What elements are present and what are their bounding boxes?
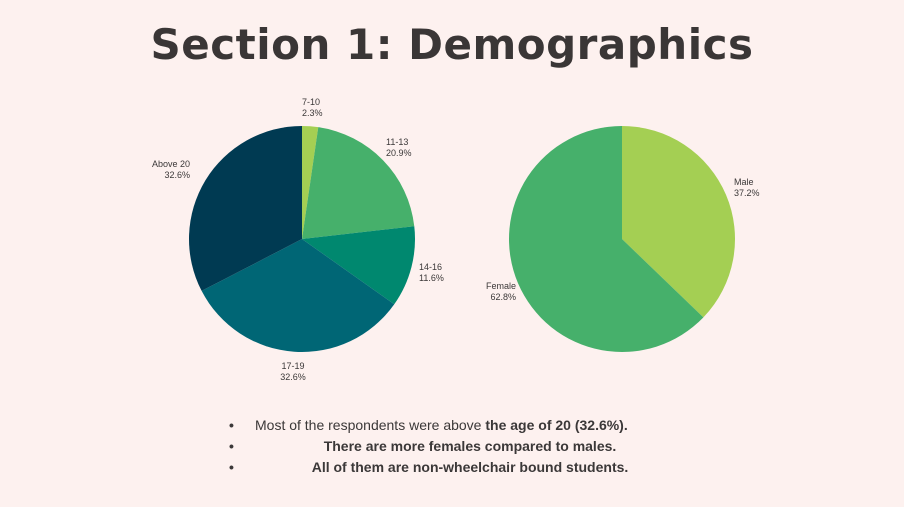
bullet-dot: • xyxy=(229,459,234,475)
summary-bullets: • Most of the respondents were above the… xyxy=(225,415,695,478)
pie-slice-17-19 xyxy=(201,239,395,352)
pie-slice-14-16 xyxy=(302,226,415,305)
pie-slice-female xyxy=(508,126,704,352)
bullet-text: Most of the respondents were above the a… xyxy=(255,417,628,433)
slice-value-label: 32.6% xyxy=(280,372,306,382)
charts-area: 7-102.3%11-1320.9%14-1611.6%17-1932.6%Ab… xyxy=(152,97,760,382)
slice-label: 17-19 xyxy=(281,361,304,371)
pie-slice-11-13 xyxy=(302,127,415,239)
slice-value-label: 20.9% xyxy=(386,148,412,158)
slice-label: Female xyxy=(486,281,516,291)
bullet-text: There are more females compared to males… xyxy=(323,438,617,454)
bullet-dot: • xyxy=(229,438,234,454)
slice-label: Above 20 xyxy=(152,159,190,169)
bullet-dot: • xyxy=(229,417,234,433)
slice-label: Male xyxy=(734,177,754,187)
slice-label: 11-13 xyxy=(386,137,408,147)
bullet-wheelchair: • All of them are non-wheelchair bound s… xyxy=(225,457,695,478)
slice-label: 7-10 xyxy=(302,97,320,107)
slide-title: Section 1: Demographics xyxy=(150,20,754,69)
pie-slice-above-20 xyxy=(189,125,302,291)
slice-value-label: 11.6% xyxy=(419,273,444,283)
bullet-gender: • There are more females compared to mal… xyxy=(225,436,695,457)
pie-slice-7-10 xyxy=(302,126,319,239)
slice-value-label: 32.6% xyxy=(164,170,190,180)
bullet-age: • Most of the respondents were above the… xyxy=(225,415,695,436)
slice-label: 14-16 xyxy=(419,262,442,272)
pie-slice-male xyxy=(622,126,735,318)
slice-value-label: 2.3% xyxy=(302,108,323,118)
bullet-text: All of them are non-wheelchair bound stu… xyxy=(311,459,629,475)
age-pie-chart: 7-102.3%11-1320.9%14-1611.6%17-1932.6%Ab… xyxy=(152,97,444,382)
slice-value-label: 62.8% xyxy=(490,292,516,302)
slice-value-label: 37.2% xyxy=(734,188,760,198)
